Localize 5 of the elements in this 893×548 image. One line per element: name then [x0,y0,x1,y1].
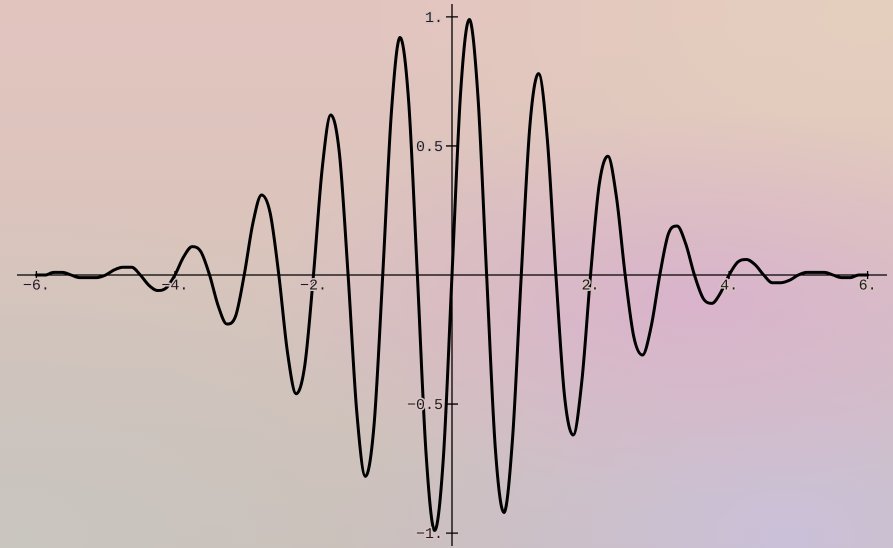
x-tick-label: −6. [22,277,50,294]
x-tick-label: 6. [858,277,877,294]
y-tick-label: 0.5 [416,138,443,156]
y-tick-label: −1. [416,526,443,544]
y-tick-label: 1. [424,10,443,27]
